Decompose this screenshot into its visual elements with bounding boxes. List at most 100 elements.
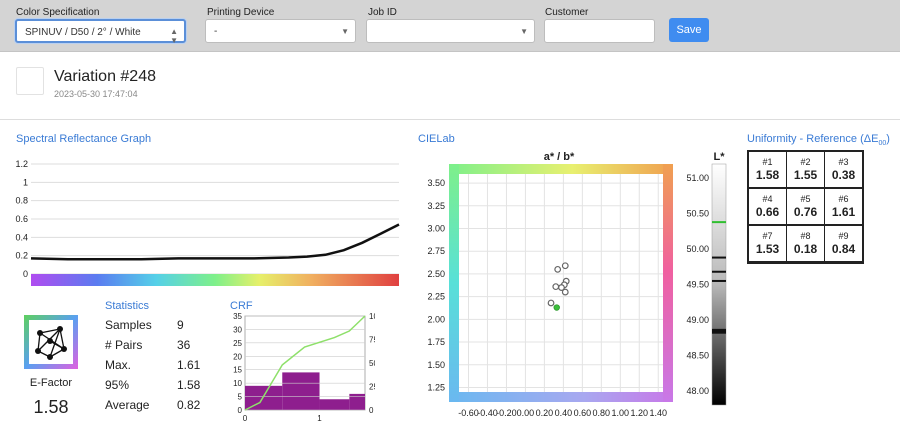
stat-value: 36 bbox=[177, 338, 191, 352]
ab-x-tick: -0.40 bbox=[477, 408, 498, 418]
uniformity-cell-value: 1.58 bbox=[755, 168, 780, 182]
uniformity-cell-id: #1 bbox=[762, 157, 773, 167]
crf-y-tick: 5 bbox=[238, 393, 243, 402]
stat-label: 95% bbox=[105, 378, 130, 392]
color-spec-select[interactable]: SPINUV / D50 / 2° / White ▲ ▼ bbox=[15, 19, 186, 45]
ab-y-tick: 2.00 bbox=[427, 314, 445, 324]
lstar-y-tick: 48.00 bbox=[686, 386, 709, 396]
ab-sample-point bbox=[547, 299, 555, 307]
crf-y2-tick: 0 bbox=[369, 406, 374, 415]
ab-x-tick: 1.00 bbox=[612, 408, 630, 418]
crf-bar bbox=[349, 393, 365, 410]
uniformity-cell-id: #8 bbox=[800, 231, 811, 241]
stat-value: 1.61 bbox=[177, 358, 201, 372]
crf-y-tick: 15 bbox=[233, 366, 242, 375]
ab-x-tick: 1.40 bbox=[649, 408, 667, 418]
ab-x-tick: 1.20 bbox=[631, 408, 649, 418]
ab-y-tick: 2.25 bbox=[427, 292, 445, 302]
lstar-chart: L* 51.00 50.50 50.00 49.50 49.00 48.50 48.00 bbox=[686, 151, 727, 406]
ab-y-tick: 3.25 bbox=[427, 201, 445, 211]
printing-device-label: Printing Device bbox=[207, 7, 275, 18]
ab-sample-point bbox=[552, 283, 560, 291]
stat-label: Samples bbox=[105, 318, 152, 332]
customer-input[interactable] bbox=[544, 19, 655, 43]
lstar-title: L* bbox=[714, 151, 726, 163]
crf-chart: 35302520151050100%755025001 bbox=[233, 312, 375, 423]
uniformity-cell-value: 1.61 bbox=[831, 205, 856, 219]
uniformity-cell-value: 0.38 bbox=[831, 168, 856, 182]
uniformity-title-sub: 00 bbox=[878, 140, 887, 148]
ab-sample-point bbox=[561, 262, 569, 270]
uniformity-cell-id: #6 bbox=[838, 194, 849, 204]
cielab-title: CIELab bbox=[418, 133, 455, 145]
crf-x-tick: 0 bbox=[243, 414, 248, 423]
uniformity-cell-id: #9 bbox=[838, 231, 849, 241]
chevron-down-icon: ▼ bbox=[341, 27, 349, 36]
spectral-chart: 1.2 1 0.8 0.6 0.4 0.2 0 bbox=[15, 159, 400, 286]
top-toolbar: Color Specification SPINUV / D50 / 2° / … bbox=[0, 0, 900, 52]
uniformity-cell-id: #5 bbox=[800, 194, 811, 204]
uniformity-cell: #9 0.84 bbox=[824, 225, 863, 262]
crf-y-tick: 25 bbox=[233, 339, 242, 348]
crf-y2-tick: 25 bbox=[369, 383, 375, 392]
save-button[interactable]: Save bbox=[669, 18, 709, 42]
cielab-ab-chart: a* / b* -0.60-0.40-0.20 0.00 0.20 0.40 0.60 0… bbox=[427, 151, 673, 418]
ab-frame-bottom bbox=[449, 392, 673, 402]
uniformity-cell: #6 1.61 bbox=[824, 188, 863, 225]
ab-x-tick: 0.60 bbox=[574, 408, 592, 418]
crf-y-tick: 20 bbox=[233, 352, 242, 361]
lstar-y-tick: 49.50 bbox=[686, 280, 709, 290]
crf-bar bbox=[319, 399, 350, 410]
statistics-title: Statistics bbox=[105, 300, 150, 312]
lstar-bar bbox=[711, 163, 727, 406]
color-spec-value: SPINUV / D50 / 2° / White bbox=[25, 27, 141, 38]
job-id-select[interactable]: ▼ bbox=[366, 19, 535, 43]
spectral-curve bbox=[30, 223, 400, 261]
stat-value: 1.58 bbox=[177, 378, 201, 392]
crf-y-tick: 0 bbox=[238, 406, 243, 415]
uniformity-cell: #3 0.38 bbox=[824, 151, 863, 188]
crf-y-tick: 35 bbox=[233, 312, 242, 321]
e-factor-icon bbox=[24, 315, 78, 369]
spectral-y-tick: 0.6 bbox=[15, 214, 28, 224]
stat-value: 0.82 bbox=[177, 398, 201, 412]
ab-y-tick: 1.50 bbox=[427, 360, 445, 370]
ab-x-tick: 0.40 bbox=[555, 408, 573, 418]
e-factor-label: E-Factor bbox=[29, 377, 73, 389]
crf-y2-tick: 100% bbox=[369, 312, 375, 321]
color-spec-label: Color Specification bbox=[16, 7, 100, 18]
printing-device-select[interactable]: - ▼ bbox=[205, 19, 356, 43]
ab-chart-title: a* / b* bbox=[544, 151, 575, 163]
printing-device-value: - bbox=[214, 26, 218, 37]
stat-value: 9 bbox=[177, 318, 184, 332]
uniformity-cell: #8 0.18 bbox=[786, 225, 825, 262]
uniformity-grid: #1 1.58 #2 1.55 #3 0.38 #4 0.66 #5 0.76 #6 1.61 #7 1.… bbox=[747, 150, 864, 264]
uniformity-title-close: ) bbox=[886, 133, 890, 145]
ab-x-tick: 0.20 bbox=[536, 408, 554, 418]
ab-x-tick: 0.80 bbox=[593, 408, 611, 418]
lstar-y-tick: 48.50 bbox=[686, 350, 709, 360]
spectral-y-tick: 1.2 bbox=[15, 159, 28, 169]
spectrum-bar bbox=[31, 274, 399, 286]
ab-x-tick: -0.60 bbox=[458, 408, 479, 418]
ab-y-tick: 3.00 bbox=[427, 224, 445, 234]
variation-timestamp: 2023-05-30 17:47:04 bbox=[54, 89, 138, 99]
stat-label: Average bbox=[105, 398, 150, 412]
ab-sample-point bbox=[561, 288, 569, 296]
uniformity-cell-value: 1.53 bbox=[755, 242, 780, 256]
color-swatch bbox=[16, 67, 44, 95]
ab-x-tick: 0.00 bbox=[517, 408, 535, 418]
crf-x-tick: 1 bbox=[317, 414, 322, 423]
ab-y-tick: 2.50 bbox=[427, 269, 445, 279]
uniformity-title-text: Uniformity - Reference (ΔE bbox=[747, 133, 879, 145]
lstar-y-tick: 50.50 bbox=[686, 209, 709, 219]
crf-y-tick: 30 bbox=[233, 325, 242, 334]
crf-bar bbox=[245, 385, 283, 410]
updown-icon: ▲ ▼ bbox=[170, 27, 178, 45]
job-id-label: Job ID bbox=[368, 7, 397, 18]
page-title: Variation #248 bbox=[54, 68, 156, 85]
crf-cumulative-line bbox=[244, 315, 366, 411]
crf-y-tick: 10 bbox=[233, 379, 242, 388]
uniformity-cell: #4 0.66 bbox=[748, 188, 787, 225]
lstar-y-tick: 49.00 bbox=[686, 315, 709, 325]
